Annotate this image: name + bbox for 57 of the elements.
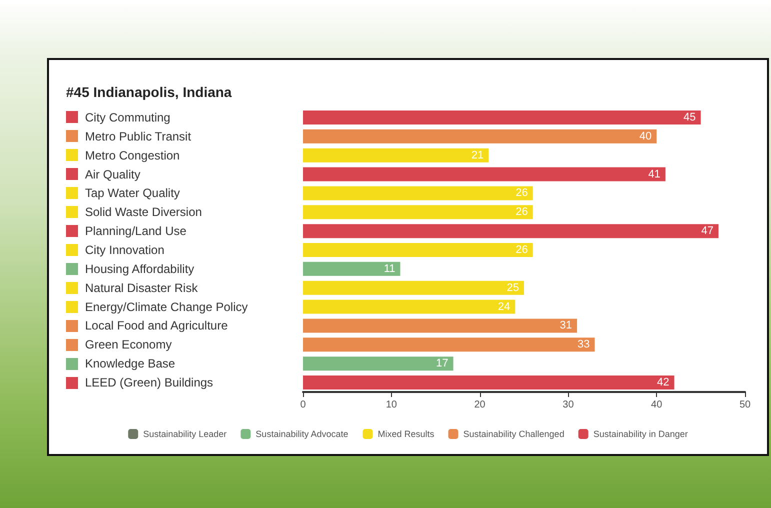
data-label: 17	[436, 358, 448, 370]
x-tick-label: 40	[651, 400, 663, 410]
legend-label: Sustainability Challenged	[463, 429, 564, 439]
x-tick-label: 20	[474, 400, 486, 410]
bar	[303, 376, 674, 390]
bar	[303, 129, 657, 144]
y-tick-label: Energy/Climate Change Policy	[85, 300, 248, 314]
y-tick-label: Solid Waste Diversion	[85, 205, 202, 220]
y-tick-label: Air Quality	[85, 167, 140, 182]
bar	[303, 318, 578, 333]
data-label: 11	[384, 262, 396, 275]
text: #45 Indianapolis, Indiana	[66, 84, 232, 100]
bar	[303, 205, 533, 220]
y-tick-label: Tap Water Quality	[85, 186, 180, 200]
x-tick-label: 10	[386, 400, 398, 410]
data-label: 21	[471, 149, 484, 162]
x-tick-label: 30	[562, 400, 574, 410]
data-label: 47	[701, 225, 714, 238]
y-tick-label: City Innovation	[85, 243, 164, 257]
bar	[303, 262, 400, 276]
legend-label: Sustainability Advocate	[256, 429, 348, 439]
y-tick-label: Metro Public Transit	[85, 129, 192, 144]
data-label: 33	[577, 338, 590, 351]
bar	[303, 186, 533, 200]
data-label: 25	[506, 282, 519, 294]
data-label: 41	[648, 168, 660, 180]
data-label: 45	[684, 111, 696, 124]
y-tick-label: Local Food and Agriculture	[85, 318, 228, 333]
bar	[303, 243, 533, 257]
bar	[303, 148, 489, 162]
data-label: 26	[516, 206, 528, 218]
y-tick-label: City Commuting	[85, 110, 170, 124]
bar	[303, 280, 524, 295]
bar	[303, 356, 454, 371]
y-tick-label: Metro Congestion	[85, 148, 180, 162]
x-tick-label: 0	[300, 400, 306, 410]
bar	[303, 300, 516, 314]
legend-label: Sustainability Leader	[143, 429, 227, 439]
bar	[303, 224, 718, 238]
data-label: 42	[657, 376, 670, 389]
data-label: 40	[639, 130, 652, 142]
data-label: 26	[516, 187, 528, 200]
bar	[303, 110, 701, 124]
y-tick-label: Green Economy	[85, 338, 172, 352]
y-tick-label: Housing Affordability	[85, 262, 194, 276]
y-tick-label: Natural Disaster Risk	[85, 280, 199, 295]
data-label: 31	[560, 320, 572, 332]
bar	[303, 167, 666, 182]
legend-label: Mixed Results	[378, 429, 435, 439]
y-tick-label: Knowledge Base	[85, 356, 176, 371]
data-label: 24	[498, 300, 510, 313]
bar	[303, 338, 595, 352]
data-label: 26	[516, 244, 528, 256]
legend-label: Sustainability in Danger	[593, 429, 688, 439]
y-tick-label: Planning/Land Use	[85, 224, 187, 238]
y-tick-label: LEED (Green) Buildings	[85, 376, 214, 390]
x-tick-label: 50	[739, 400, 751, 410]
